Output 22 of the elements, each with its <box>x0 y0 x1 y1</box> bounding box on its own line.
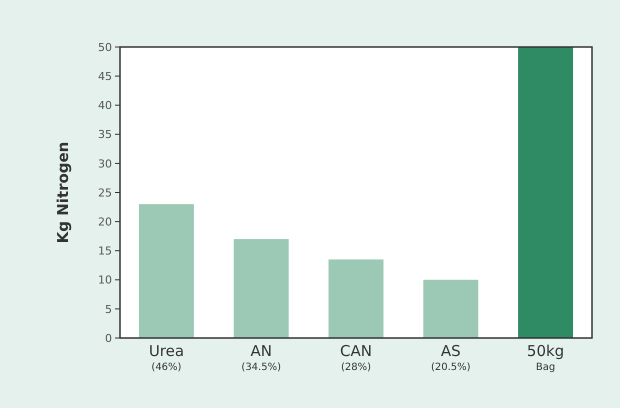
bar <box>423 280 478 338</box>
bar <box>328 259 384 338</box>
bar <box>234 239 289 338</box>
bar <box>138 204 194 338</box>
y-tick-label: 45 <box>98 70 112 83</box>
y-tick-label: 20 <box>98 215 112 228</box>
y-tick-label: 50 <box>98 40 112 54</box>
bar <box>518 47 574 338</box>
y-tick-label: 5 <box>105 302 112 316</box>
x-tick-label: 50kg Bag <box>526 342 564 373</box>
y-tick-label: 15 <box>98 244 112 258</box>
x-tick-label: AS (20.5%) <box>430 342 471 373</box>
x-tick-label: CAN (28%) <box>340 342 372 373</box>
y-tick-label: 40 <box>98 99 112 112</box>
x-tick-label: AN (34.5%) <box>241 342 282 373</box>
x-tick-label: Urea (46%) <box>148 342 184 373</box>
y-axis-title: Kg Nitrogen <box>54 142 72 244</box>
y-tick-label: 25 <box>98 186 112 200</box>
y-tick-label: 0 <box>105 332 112 345</box>
y-tick-label: 30 <box>98 157 112 170</box>
y-tick-label: 10 <box>98 274 112 287</box>
y-tick-label: 35 <box>98 128 112 142</box>
